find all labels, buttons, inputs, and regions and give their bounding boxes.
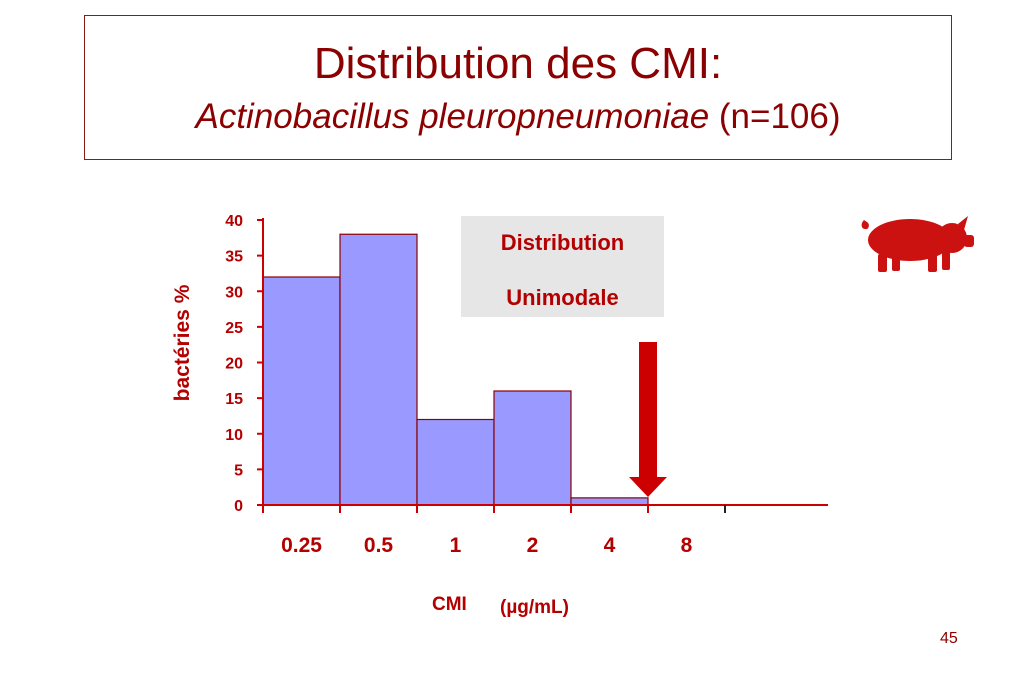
species-name: Actinobacillus pleuropneumoniae — [195, 97, 710, 136]
x-axis-unit: (µg/mL) — [500, 597, 569, 618]
x-tick-label-1: 1 — [450, 534, 462, 557]
y-tick-label-10: 10 — [225, 427, 243, 444]
annotation-line2: Unimodale — [506, 285, 619, 310]
bar-1 — [416, 418, 495, 506]
bar-0.5 — [339, 233, 418, 506]
sample-count: (n=106) — [718, 97, 841, 136]
y-tick-label-40: 40 — [225, 213, 243, 230]
title-box: Distribution des CMI: Actinobacillus ple… — [84, 15, 952, 160]
y-tick-label-15: 15 — [225, 391, 243, 408]
y-tick-label-30: 30 — [225, 284, 243, 301]
x-tick-label-0.25: 0.25 — [281, 534, 322, 557]
distribution-annotation: Distribution Unimodale — [461, 216, 664, 317]
x-tick-label-0.5: 0.5 — [364, 534, 394, 557]
down-arrow-icon — [629, 342, 667, 497]
page-number: 45 — [940, 630, 958, 647]
x-axis-label: CMI — [432, 594, 467, 615]
bar-4 — [570, 497, 649, 506]
page-subtitle: Actinobacillus pleuropneumoniae (n=106) — [85, 99, 951, 134]
y-tick-label-35: 35 — [225, 249, 243, 266]
annotation-line1: Distribution — [500, 230, 625, 255]
page-title: Distribution des CMI: — [313, 39, 723, 88]
y-tick-label-0: 0 — [234, 498, 243, 515]
y-tick-label-25: 25 — [225, 320, 243, 337]
x-tick-label-8: 8 — [681, 534, 693, 557]
y-tick-label-5: 5 — [234, 462, 243, 479]
pig-icon — [861, 216, 974, 272]
bar-0.25 — [262, 276, 341, 506]
x-tick-label-2: 2 — [527, 534, 539, 557]
x-tick-label-4: 4 — [604, 534, 616, 557]
bar-2 — [493, 390, 572, 506]
y-axis-label: bactéries % — [171, 284, 194, 402]
y-tick-label-20: 20 — [225, 356, 243, 373]
